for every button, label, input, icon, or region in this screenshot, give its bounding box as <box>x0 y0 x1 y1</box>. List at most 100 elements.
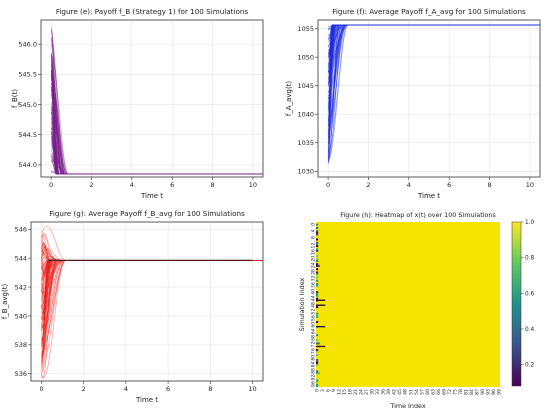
series-line <box>327 24 540 80</box>
series-line <box>41 259 263 275</box>
heatmap-cell <box>316 314 319 317</box>
series-line <box>327 24 540 163</box>
series-line <box>41 259 263 320</box>
colorbar-tick-label: 1.0 <box>525 220 535 226</box>
heatmap-cell <box>316 248 319 251</box>
series-line <box>41 259 263 364</box>
heatmap-cell <box>316 268 319 271</box>
x-axis-label: Time t <box>135 396 158 404</box>
series-line <box>327 24 540 128</box>
series-line <box>41 241 263 261</box>
y-tick-label: 544.0 <box>18 161 37 169</box>
series-line <box>50 131 263 175</box>
series-line <box>327 24 540 71</box>
series-line <box>41 259 263 347</box>
series-line <box>41 259 263 313</box>
series-line <box>50 74 263 175</box>
heatmap-cell <box>316 350 319 353</box>
series-line <box>51 159 263 175</box>
series-line <box>41 259 263 321</box>
x-tick-label: 87 <box>475 389 481 395</box>
x-tick-label: 36 <box>381 389 387 395</box>
series-line <box>51 128 263 175</box>
series-line <box>50 29 263 175</box>
series-line <box>41 259 263 307</box>
series-line <box>50 68 263 175</box>
series-line <box>328 24 540 57</box>
series-line <box>327 24 540 113</box>
series-line <box>50 82 263 175</box>
series-line <box>41 259 263 354</box>
series-line <box>41 259 263 293</box>
series-line <box>41 259 263 274</box>
y-tick-label: 1030 <box>297 168 314 176</box>
x-tick-label: 8 <box>487 181 491 189</box>
heatmap-cell <box>316 245 319 248</box>
series-line <box>51 109 263 175</box>
heatmap-cell <box>316 273 319 276</box>
chart-title: Figure (h): Heatmap of x(t) over 100 Sim… <box>340 211 496 219</box>
heatmap-cell <box>316 358 319 361</box>
x-tick-label: 10 <box>248 385 256 393</box>
series-line <box>50 66 263 175</box>
series-line <box>328 24 540 64</box>
heatmap-cell <box>317 372 320 375</box>
x-tick-label: 4 <box>130 181 134 189</box>
series-line <box>51 150 263 175</box>
series-line <box>50 44 263 175</box>
series-line <box>327 24 540 109</box>
series-line <box>50 107 263 175</box>
heatmap-cell <box>316 263 319 266</box>
series-line <box>41 259 263 313</box>
x-tick-label: 69 <box>441 389 447 395</box>
x-tick-label: 2 <box>366 181 370 189</box>
series-line <box>41 259 263 271</box>
series-line <box>41 259 263 358</box>
chart-g: Figure (g): Average Payoff f_B_avg for 1… <box>1 209 264 404</box>
series-line <box>327 24 540 123</box>
series-line <box>41 259 263 296</box>
series-line <box>50 54 263 175</box>
x-tick-label: 18 <box>348 389 354 395</box>
series-line <box>327 24 540 132</box>
series-line <box>41 251 263 261</box>
series-line <box>41 256 263 273</box>
series-line <box>327 24 540 77</box>
series-line <box>327 24 540 58</box>
series-line <box>328 24 540 55</box>
series-line <box>51 172 263 175</box>
y-tick-label: 52 <box>311 309 317 315</box>
series-line <box>41 259 263 335</box>
series-line <box>41 259 263 345</box>
series-line <box>50 117 263 175</box>
heatmap-cell <box>316 258 319 261</box>
series-line <box>327 24 540 142</box>
series-line <box>41 259 263 328</box>
heatmap-cell <box>317 342 320 345</box>
chart-e: Figure (e): Payoff f_B (Strategy 1) for … <box>11 7 264 200</box>
series-line <box>328 24 540 73</box>
series-line <box>41 250 263 261</box>
heatmap-cell <box>316 238 319 241</box>
heatmap-cell <box>316 383 319 386</box>
x-tick-label: 0 <box>314 389 320 392</box>
series-line <box>50 76 263 175</box>
series-line <box>41 259 263 293</box>
series-line <box>328 24 540 56</box>
x-tick-label: 84 <box>469 389 475 395</box>
series-line <box>327 24 540 153</box>
heatmap-cell <box>316 296 319 299</box>
series-line <box>50 131 263 175</box>
series-line <box>50 89 263 175</box>
series-line <box>41 253 263 268</box>
series-line <box>328 24 540 29</box>
series-line <box>327 24 540 152</box>
series-line <box>41 259 263 310</box>
x-tick-label: 42 <box>392 389 398 395</box>
series-line <box>328 24 540 53</box>
x-tick-label: 10 <box>526 181 534 189</box>
series-line <box>50 132 263 175</box>
series-line <box>50 75 263 175</box>
series-line <box>50 94 263 175</box>
series-line <box>51 126 263 175</box>
